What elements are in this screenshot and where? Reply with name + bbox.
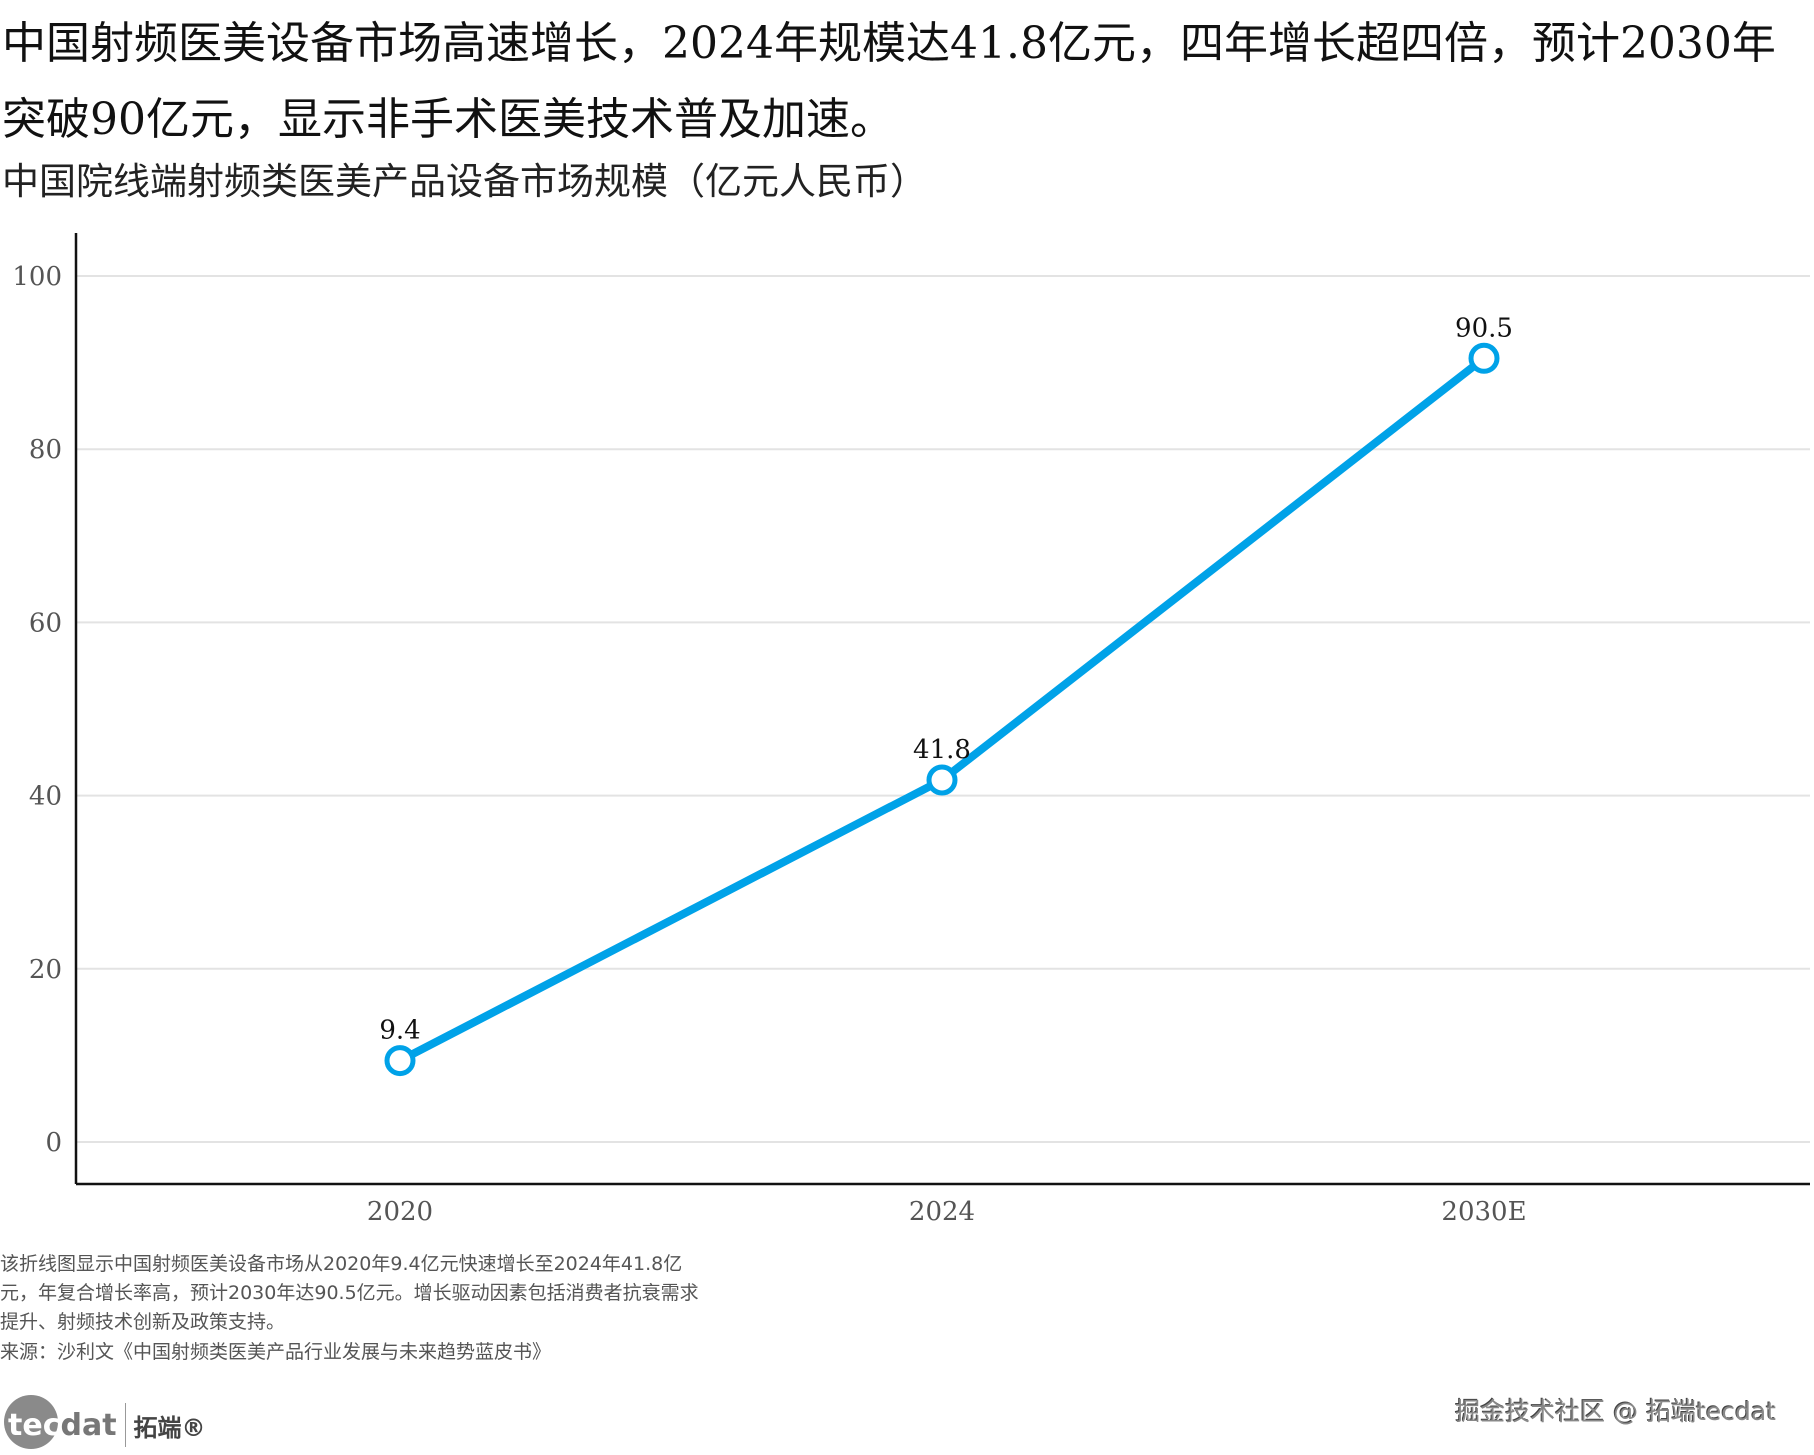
y-tick-label: 20 [29, 955, 62, 985]
headline: 中国射频医美设备市场高速增长，2024年规模达41.8亿元，四年增长超四倍，预计… [2, 18, 1776, 145]
x-tick-label: 2020 [367, 1197, 433, 1227]
data-label: 9.4 [379, 1016, 420, 1046]
y-tick-label: 0 [45, 1128, 62, 1158]
logo-divider [124, 1403, 126, 1447]
data-label: 90.5 [1455, 313, 1513, 343]
logo-dat: dat [60, 1407, 117, 1443]
logo-circle [4, 1395, 58, 1449]
x-tick-label: 2024 [909, 1197, 975, 1227]
x-tick-label: 2030E [1441, 1197, 1526, 1227]
watermark: 掘金技术社区 @ 拓端tecdat [1455, 1397, 1776, 1426]
data-point [1468, 342, 1500, 374]
y-tick-label: 80 [29, 435, 62, 465]
data-point [384, 1045, 416, 1077]
chart-title: 中国院线端射频类医美产品设备市场规模（亿元人民币） [2, 160, 927, 203]
tecdat-logo: tec dat 拓端® [4, 1395, 206, 1455]
logo-tec: tec [8, 1407, 61, 1443]
data-label: 41.8 [913, 735, 971, 765]
logo-cn: 拓端® [133, 1413, 206, 1442]
y-tick-label: 100 [12, 262, 62, 292]
line-chart: 0 20 40 60 80 100 2020 2024 2030E 9.4 41.8 90.5 [12, 233, 1810, 1227]
series-line [398, 355, 1487, 1065]
y-tick-label: 40 [29, 782, 62, 812]
y-tick-label: 60 [29, 608, 62, 638]
chart-caption: 该折线图显示中国射频医美设备市场从2020年9.4亿元快速增长至2024年41.… [0, 1253, 699, 1333]
chart-source: 来源：沙利文《中国射频类医美产品行业发展与未来趋势蓝皮书》 [0, 1341, 552, 1363]
data-point [926, 764, 958, 796]
